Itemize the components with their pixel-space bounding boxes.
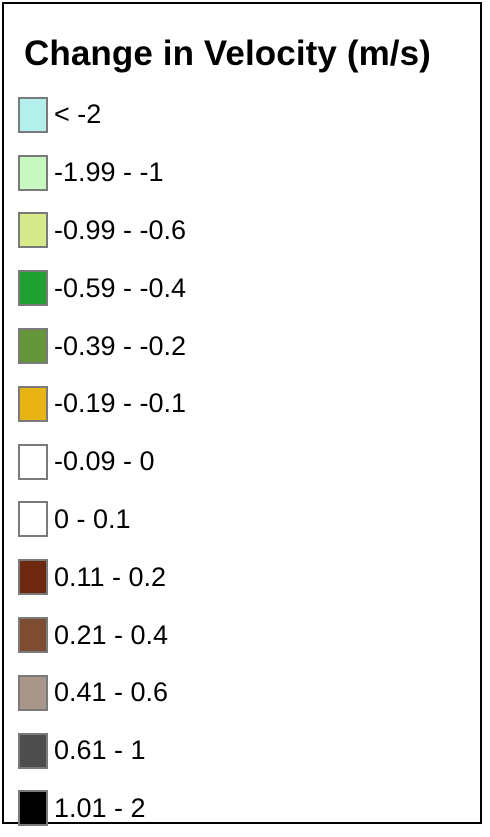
legend-item: 0.61 - 1 [18, 722, 186, 780]
legend-swatch [18, 732, 48, 769]
legend-label: -0.19 - -0.1 [54, 388, 187, 419]
legend-swatch [18, 674, 48, 711]
legend-swatch [18, 559, 48, 596]
legend-swatch [18, 617, 48, 654]
legend-swatch [18, 790, 48, 827]
legend-label: -0.39 - -0.2 [54, 330, 187, 361]
map-legend: Change in Velocity (m/s) < -2 -1.99 - -1 -… [2, 2, 482, 827]
legend-label: -0.59 - -0.4 [54, 272, 187, 303]
legend-swatch [18, 154, 48, 191]
legend-item: -0.39 - -0.2 [18, 317, 186, 375]
legend-items: < -2 -1.99 - -1 -0.99 - -0.6 -0.59 - -0.4 -0… [18, 86, 186, 837]
legend-label: 0.11 - 0.2 [54, 561, 167, 592]
legend-item: 0.21 - 0.4 [18, 606, 186, 664]
legend-item: < -2 [18, 86, 186, 144]
legend-item: 0.41 - 0.6 [18, 664, 186, 722]
legend-item: 1.01 - 2 [18, 780, 186, 837]
legend-swatch [18, 212, 48, 249]
legend-swatch [18, 385, 48, 422]
legend-swatch [18, 96, 48, 133]
legend-label: 0.21 - 0.4 [54, 619, 169, 650]
legend-item: -0.09 - 0 [18, 433, 186, 491]
legend-label: -0.09 - 0 [54, 446, 155, 477]
legend-swatch [18, 270, 48, 307]
legend-label: 0.61 - 1 [54, 735, 146, 766]
legend-label: -0.99 - -0.6 [54, 214, 187, 245]
legend-label: 0 - 0.1 [54, 503, 131, 534]
legend-label: 0.41 - 0.6 [54, 677, 169, 708]
legend-item: -0.99 - -0.6 [18, 202, 186, 260]
legend-swatch [18, 501, 48, 538]
legend-label: < -2 [54, 99, 102, 130]
legend-item: 0 - 0.1 [18, 491, 186, 549]
legend-item: 0.11 - 0.2 [18, 548, 186, 606]
legend-title: Change in Velocity (m/s) [24, 34, 431, 73]
legend-swatch [18, 443, 48, 480]
legend-label: 1.01 - 2 [54, 792, 146, 823]
legend-item: -0.59 - -0.4 [18, 259, 186, 317]
legend-item: -1.99 - -1 [18, 144, 186, 202]
legend-swatch [18, 328, 48, 365]
legend-label: -1.99 - -1 [54, 157, 164, 188]
legend-item: -0.19 - -0.1 [18, 375, 186, 433]
